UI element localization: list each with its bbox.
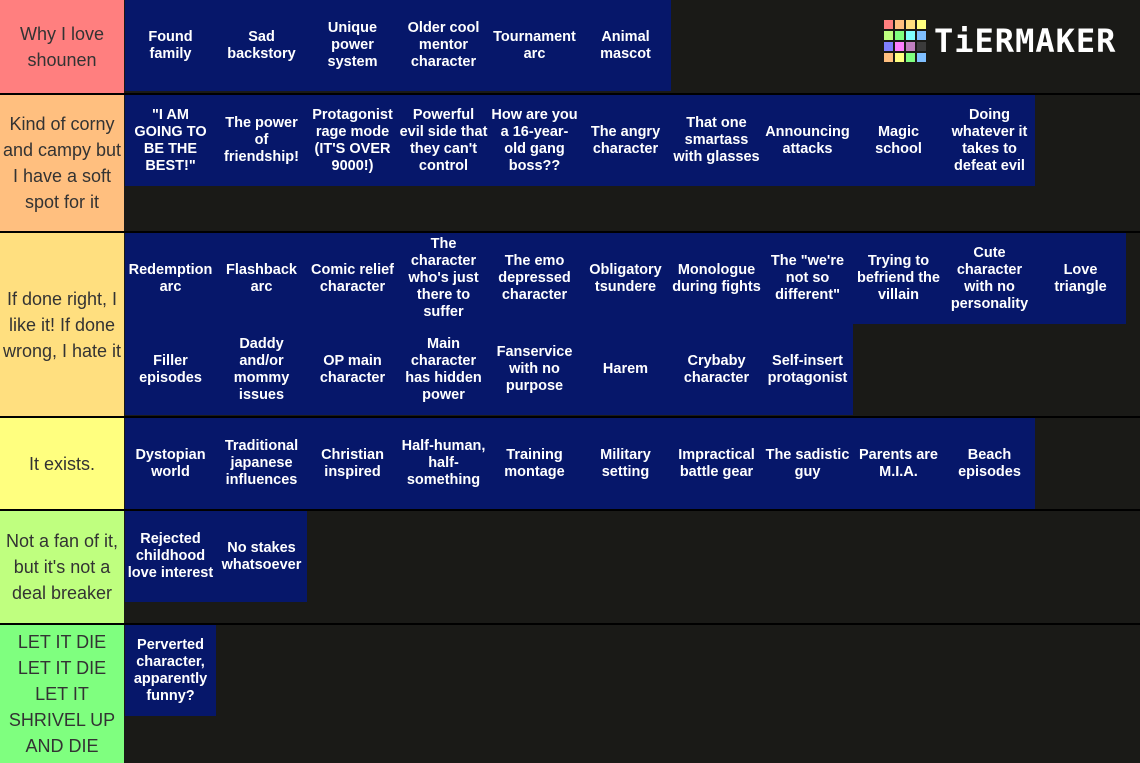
tier-item-tile[interactable]: Training montage	[489, 418, 580, 509]
logo-square-icon	[917, 53, 926, 62]
logo-square-icon	[884, 42, 893, 51]
tier-item-tile[interactable]: The sadistic guy	[762, 418, 853, 509]
tier-item-tile[interactable]: Fanservice with no purpose	[489, 324, 580, 415]
tier-item-tile[interactable]: Magic school	[853, 95, 944, 186]
tier-label: If done right, I like it! If done wrong,…	[0, 233, 124, 416]
tier-row: Why I love shounen Found family Sad backst…	[0, 0, 1140, 93]
tier-row: Not a fan of it, but it's not a deal bre…	[0, 511, 1140, 623]
tier-row: Kind of corny and campy but I have a sof…	[0, 95, 1140, 231]
tier-item-tile[interactable]: Found family	[125, 0, 216, 91]
tier-item-tile[interactable]: OP main character	[307, 324, 398, 415]
tier-items: "I AM GOING TO BE THE BEST!" The power of…	[125, 95, 1140, 231]
logo-square-icon	[895, 31, 904, 40]
tier-item-tile[interactable]: Traditional japanese influences	[216, 418, 307, 509]
tier-item-tile[interactable]: Flashback arc	[216, 233, 307, 324]
logo-square-icon	[906, 53, 915, 62]
logo-square-icon	[884, 31, 893, 40]
tier-item-tile[interactable]: No stakes whatsoever	[216, 511, 307, 602]
logo-square-icon	[917, 20, 926, 29]
tier-row: If done right, I like it! If done wrong,…	[0, 233, 1140, 416]
tier-items: Redemption arc Flashback arc Comic relief …	[125, 233, 1140, 416]
logo-text: TiERMAKER	[934, 22, 1117, 60]
tier-item-tile[interactable]: The power of friendship!	[216, 95, 307, 186]
tier-item-tile[interactable]: That one smartass with glasses	[671, 95, 762, 186]
tier-label: Why I love shounen	[0, 0, 124, 93]
tier-item-tile[interactable]: Self-insert protagonist	[762, 324, 853, 415]
logo-square-icon	[917, 42, 926, 51]
logo-square-icon	[884, 20, 893, 29]
tier-label: Kind of corny and campy but I have a sof…	[0, 95, 124, 231]
tiermaker-logo: TiERMAKER	[884, 20, 1116, 62]
tier-item-tile[interactable]: Impractical battle gear	[671, 418, 762, 509]
tier-item-tile[interactable]: The "we're not so different"	[762, 233, 853, 324]
tier-item-tile[interactable]: "I AM GOING TO BE THE BEST!"	[125, 95, 216, 186]
tier-label: It exists.	[0, 418, 124, 509]
tier-item-tile[interactable]: The emo depressed character	[489, 233, 580, 324]
tier-item-tile[interactable]: Comic relief character	[307, 233, 398, 324]
tier-item-tile[interactable]: Animal mascot	[580, 0, 671, 91]
tier-item-tile[interactable]: Obligatory tsundere	[580, 233, 671, 324]
tier-item-tile[interactable]: The angry character	[580, 95, 671, 186]
tier-item-tile[interactable]: Announcing attacks	[762, 95, 853, 186]
tier-item-tile[interactable]: Monologue during fights	[671, 233, 762, 324]
tier-item-tile[interactable]: Beach episodes	[944, 418, 1035, 509]
tier-row: It exists. Dystopian world Traditional jap…	[0, 418, 1140, 509]
tier-item-tile[interactable]: Trying to befriend the villain	[853, 233, 944, 324]
tier-items: Found family Sad backstory Unique power sy…	[125, 0, 1140, 93]
tier-item-tile[interactable]: Sad backstory	[216, 0, 307, 91]
tier-items: Dystopian world Traditional japanese infl…	[125, 418, 1140, 509]
tier-item-tile[interactable]: Dystopian world	[125, 418, 216, 509]
tier-item-tile[interactable]: Unique power system	[307, 0, 398, 91]
tier-label: LET IT DIE LET IT DIE LET IT SHRIVEL UP …	[0, 625, 124, 763]
logo-grid-icon	[884, 20, 926, 62]
logo-square-icon	[906, 42, 915, 51]
logo-square-icon	[917, 31, 926, 40]
logo-square-icon	[906, 20, 915, 29]
tier-item-tile[interactable]: The character who's just there to suffer	[398, 233, 489, 324]
tier-items: Rejected childhood love interest No stake…	[125, 511, 1140, 623]
tier-label: Not a fan of it, but it's not a deal bre…	[0, 511, 124, 623]
tier-items: Perverted character, apparently funny?	[125, 625, 1140, 763]
tier-item-tile[interactable]: Tournament arc	[489, 0, 580, 91]
logo-square-icon	[895, 20, 904, 29]
logo-square-icon	[884, 53, 893, 62]
tier-item-tile[interactable]: Parents are M.I.A.	[853, 418, 944, 509]
tier-item-tile[interactable]: Half-human, half-something	[398, 418, 489, 509]
logo-square-icon	[906, 31, 915, 40]
tier-item-tile[interactable]: Rejected childhood love interest	[125, 511, 216, 602]
tier-item-tile[interactable]: Filler episodes	[125, 324, 216, 415]
tier-item-tile[interactable]: Main character has hidden power	[398, 324, 489, 415]
tier-item-tile[interactable]: Redemption arc	[125, 233, 216, 324]
tier-row: LET IT DIE LET IT DIE LET IT SHRIVEL UP …	[0, 625, 1140, 763]
logo-square-icon	[895, 42, 904, 51]
tier-item-tile[interactable]: Christian inspired	[307, 418, 398, 509]
tier-item-tile[interactable]: Harem	[580, 324, 671, 415]
tier-item-tile[interactable]: Perverted character, apparently funny?	[125, 625, 216, 716]
tier-item-tile[interactable]: Love triangle	[1035, 233, 1126, 324]
tier-item-tile[interactable]: Doing whatever it takes to defeat evil	[944, 95, 1035, 186]
tier-item-tile[interactable]: Crybaby character	[671, 324, 762, 415]
tier-item-tile[interactable]: Powerful evil side that they can't contr…	[398, 95, 489, 186]
tier-item-tile[interactable]: How are you a 16-year-old gang boss??	[489, 95, 580, 186]
tier-item-tile[interactable]: Daddy and/or mommy issues	[216, 324, 307, 415]
tier-item-tile[interactable]: Military setting	[580, 418, 671, 509]
tier-item-tile[interactable]: Protagonist rage mode (IT'S OVER 9000!)	[307, 95, 398, 186]
logo-square-icon	[895, 53, 904, 62]
tier-item-tile[interactable]: Older cool mentor character	[398, 0, 489, 91]
tier-item-tile[interactable]: Cute character with no personality	[944, 233, 1035, 324]
